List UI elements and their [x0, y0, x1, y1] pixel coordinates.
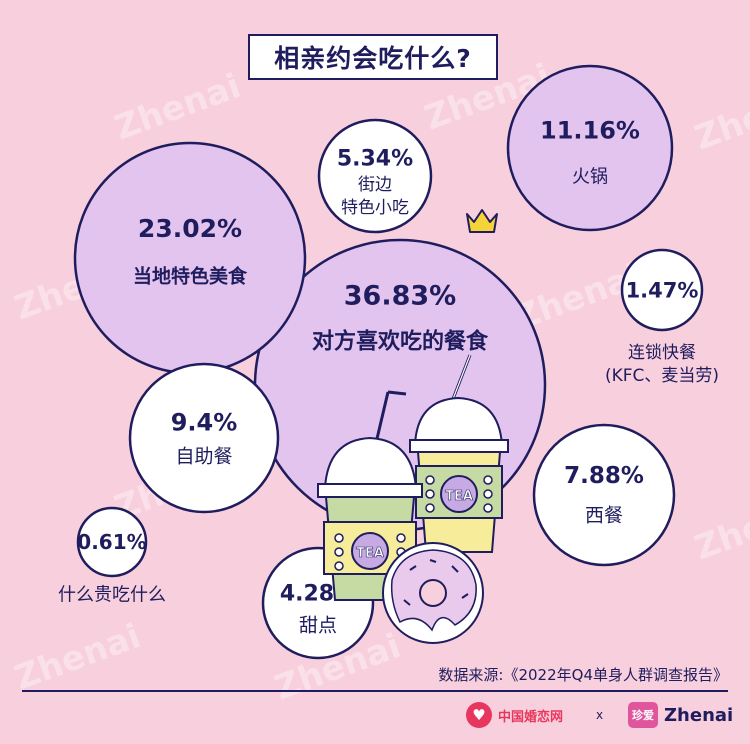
bubble-circle	[317, 118, 433, 234]
bubble-label: (KFC、麦当劳)	[605, 366, 719, 386]
bubble-circle	[128, 362, 280, 514]
bubble-label: 火锅	[572, 166, 608, 187]
bubble-label: 对方喜欢吃的餐食	[312, 329, 489, 355]
bubble-value: 9.4%	[171, 408, 238, 436]
bubble-value: 36.83%	[344, 280, 456, 311]
bubble-circle	[532, 423, 676, 567]
jiayuan-logo: ♥ 中国婚恋网	[466, 702, 563, 728]
bubble-value: 5.34%	[337, 147, 413, 172]
footer-divider	[22, 690, 728, 692]
heart-icon: ♥	[466, 702, 492, 728]
watermark-text: Zhenai	[689, 486, 750, 568]
data-source: 数据来源:《2022年Q4单身人群调查报告》	[438, 666, 728, 684]
bubble-3: 11.16% 火锅	[506, 64, 674, 232]
bubble-value: 11.16%	[540, 116, 640, 144]
zhenai-logo: 珍爱 Zhenai	[628, 702, 733, 728]
logo-left-text: 中国婚恋网	[498, 709, 564, 725]
cup-label-front: TEA	[356, 546, 384, 561]
bubble-8: 1.47% 连锁快餐 (KFC、麦当劳)	[605, 248, 719, 386]
page-title: 相亲约会吃什么?	[248, 34, 498, 80]
bubble-9: 0.61% 什么贵吃什么	[58, 506, 166, 605]
footer-logos: ♥ 中国婚恋网 x 珍爱 Zhenai	[440, 702, 733, 732]
bubble-label: 特色小吃	[341, 198, 409, 218]
bubble-circle	[506, 64, 674, 232]
logo-right-badge: 珍爱	[628, 702, 658, 728]
watermark-text: Zhenai	[689, 76, 750, 158]
bubble-4: 9.4% 自助餐	[128, 362, 280, 514]
watermark-text: Zhenai	[109, 66, 246, 148]
donut-illustration	[382, 542, 484, 644]
bubble-5: 7.88% 西餐	[532, 423, 676, 567]
bubble-label: 连锁快餐	[628, 343, 696, 363]
bubble-value: 0.61%	[77, 530, 146, 554]
bubble-label: 什么贵吃什么	[58, 584, 166, 605]
crown-icon	[466, 209, 498, 233]
bubble-2: 23.02% 当地特色美食	[73, 141, 307, 375]
bubble-layer: 36.83% 对方喜欢吃的餐食 23.02% 当地特色美食 11.16% 火锅 9.4% 自助…	[58, 64, 719, 660]
bubble-label: 甜点	[299, 615, 337, 637]
logo-right-text: Zhenai	[664, 704, 734, 726]
cup-label-back: TEA	[445, 489, 473, 504]
bubble-label: 西餐	[585, 505, 623, 527]
bubble-circle	[76, 506, 148, 578]
watermark-text: Zhenai	[9, 616, 146, 698]
logo-separator: x	[596, 708, 604, 722]
bubble-circle	[73, 141, 307, 375]
bubble-label: 街边	[358, 175, 392, 195]
bubble-label: 当地特色美食	[133, 265, 248, 288]
bubble-circle	[620, 248, 704, 332]
bubble-value: 1.47%	[626, 278, 699, 302]
bubble-value: 23.02%	[138, 214, 242, 243]
bubble-label: 自助餐	[175, 446, 232, 468]
bubble-value: 7.88%	[564, 463, 644, 489]
